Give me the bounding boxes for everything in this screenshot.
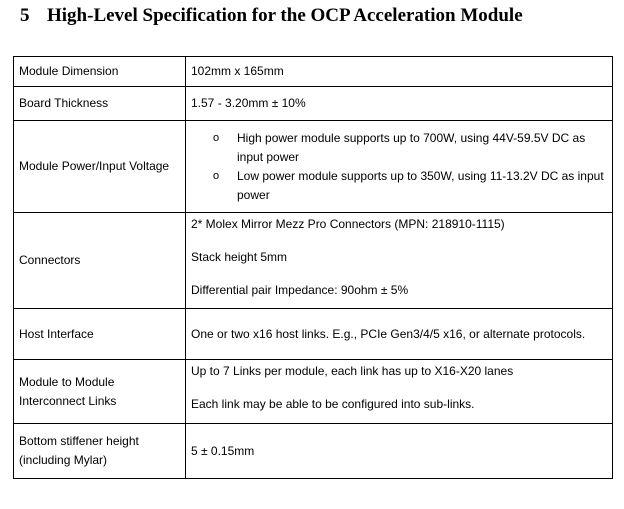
paragraph: 2* Molex Mirror Mezz Pro Connectors (MPN…	[191, 217, 505, 231]
table-row: Module Dimension 102mm x 165mm	[13, 56, 613, 87]
list-item: o High power module supports up to 700W, …	[213, 130, 586, 164]
table-row: Host Interface One or two x16 host links…	[13, 308, 613, 360]
bullet-icon: o	[213, 131, 220, 144]
table-row: Module Power/Input Voltage o High power m…	[13, 120, 613, 213]
row-value: One or two x16 host links. E.g., PCIe Ge…	[185, 308, 613, 360]
paragraph: Differential pair Impedance: 90ohm ± 5%	[191, 283, 409, 297]
row-label: Module Power/Input Voltage	[13, 120, 186, 213]
list-item: o Low power module supports up to 350W, u…	[213, 168, 604, 202]
table-row: Board Thickness 1.57 - 3.20mm ± 10%	[13, 86, 613, 121]
row-label: Bottom stiffener height (including Mylar…	[13, 423, 186, 479]
row-value: 5 ± 0.15mm	[185, 423, 613, 479]
section-number: 5	[20, 5, 30, 26]
row-label: Connectors	[13, 212, 186, 309]
table-row: Connectors 2* Molex Mirror Mezz Pro Conn…	[13, 212, 613, 309]
row-label: Module to Module Interconnect Links	[13, 359, 186, 424]
paragraph: Stack height 5mm	[191, 250, 288, 264]
paragraph: Up to 7 Links per module, each link has …	[191, 364, 514, 378]
row-value: 2* Molex Mirror Mezz Pro Connectors (MPN…	[185, 212, 613, 309]
row-value: o High power module supports up to 700W, …	[185, 120, 613, 213]
bullet-icon: o	[213, 169, 220, 182]
spec-table: Module Dimension 102mm x 165mm Board Thi…	[13, 56, 613, 479]
paragraph: Each link may be able to be configured i…	[191, 397, 475, 411]
row-value: 102mm x 165mm	[185, 56, 613, 87]
section-heading: 5 High-Level Specification for the OCP Ac…	[20, 4, 523, 28]
row-label: Host Interface	[13, 308, 186, 360]
section-title: High-Level Specification for the OCP Acc…	[47, 5, 523, 26]
bullet-list: o High power module supports up to 700W, …	[191, 129, 606, 205]
row-value: Up to 7 Links per module, each link has …	[185, 359, 613, 424]
row-label: Module Dimension	[13, 56, 186, 87]
table-row: Bottom stiffener height (including Mylar…	[13, 423, 613, 479]
row-value: 1.57 - 3.20mm ± 10%	[185, 86, 613, 121]
row-label: Board Thickness	[13, 86, 186, 121]
table-row: Module to Module Interconnect Links Up t…	[13, 359, 613, 424]
